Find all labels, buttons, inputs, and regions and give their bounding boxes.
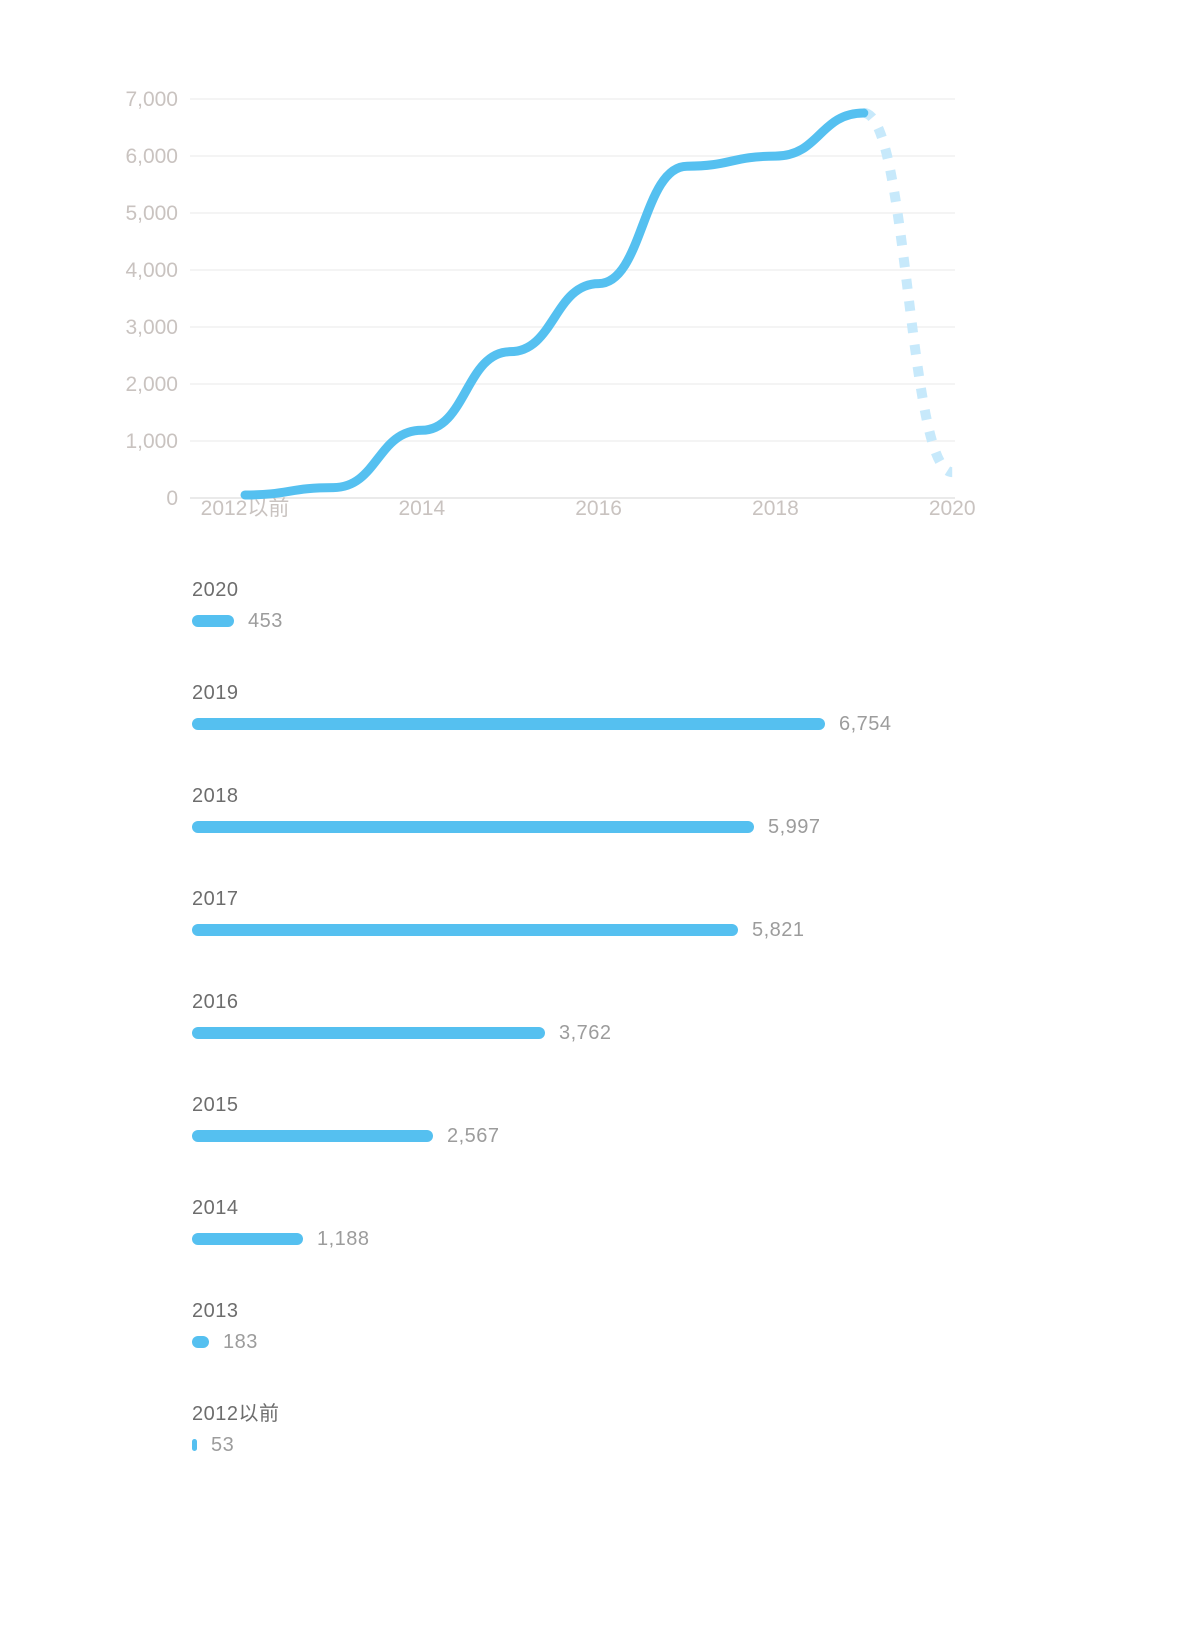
forecast-dashed-line bbox=[862, 108, 954, 478]
bar-line: 3,762 bbox=[192, 1021, 1092, 1044]
bar-line: 1,188 bbox=[192, 1227, 1092, 1250]
value-label: 5,821 bbox=[752, 918, 805, 941]
bar-row: 2012以前 53 bbox=[192, 1402, 1092, 1456]
value-bar bbox=[192, 718, 825, 730]
bar-row: 2017 5,821 bbox=[192, 887, 1092, 941]
value-bar bbox=[192, 615, 234, 627]
value-label: 1,188 bbox=[317, 1227, 370, 1250]
value-bar bbox=[192, 1027, 545, 1039]
bar-row: 2016 3,762 bbox=[192, 990, 1092, 1044]
y-axis-tick-label: 1,000 bbox=[125, 430, 178, 453]
year-label: 2014 bbox=[192, 1197, 239, 1219]
value-label: 53 bbox=[211, 1433, 235, 1456]
y-axis-tick-label: 2,000 bbox=[125, 373, 178, 396]
value-bar bbox=[192, 924, 738, 936]
bar-row: 2013 183 bbox=[192, 1299, 1092, 1353]
value-label: 183 bbox=[223, 1330, 258, 1353]
y-axis-tick-label: 7,000 bbox=[125, 88, 178, 111]
bar-line: 453 bbox=[192, 609, 1092, 632]
year-label: 2019 bbox=[192, 682, 239, 704]
bar-line: 5,821 bbox=[192, 918, 1092, 941]
bar-line: 5,997 bbox=[192, 815, 1092, 838]
x-axis-tick-label: 2020 bbox=[929, 497, 976, 520]
line-chart-svg: 7,000 6,000 5,000 4,000 3,000 2,000 1,000 0 2012… bbox=[125, 88, 976, 520]
y-axis-tick-label: 3,000 bbox=[125, 316, 178, 339]
value-bar bbox=[192, 1336, 209, 1348]
value-label: 6,754 bbox=[839, 712, 892, 735]
value-bar bbox=[192, 1439, 197, 1451]
y-axis-tick-label: 0 bbox=[166, 487, 178, 510]
bar-row: 2018 5,997 bbox=[192, 784, 1092, 838]
value-label: 453 bbox=[248, 609, 283, 632]
value-bar bbox=[192, 1233, 303, 1245]
year-label: 2016 bbox=[192, 991, 239, 1013]
year-label: 2012以前 bbox=[192, 1403, 280, 1425]
bar-list: 2020 453 2019 6,754 2018 5,997 2017 5,821 2016 3,… bbox=[192, 578, 1092, 1505]
bar-line: 183 bbox=[192, 1330, 1092, 1353]
x-axis-tick-label: 2014 bbox=[398, 497, 445, 520]
bar-line: 53 bbox=[192, 1433, 1092, 1456]
value-label: 3,762 bbox=[559, 1021, 612, 1044]
value-label: 2,567 bbox=[447, 1124, 500, 1147]
bar-line: 2,567 bbox=[192, 1124, 1092, 1147]
y-axis-tick-label: 4,000 bbox=[125, 259, 178, 282]
value-bar bbox=[192, 1130, 433, 1142]
y-axis-tick-label: 5,000 bbox=[125, 202, 178, 225]
x-axis-tick-label: 2016 bbox=[575, 497, 622, 520]
bar-row: 2015 2,567 bbox=[192, 1093, 1092, 1147]
year-label: 2018 bbox=[192, 785, 239, 807]
x-axis-tick-label: 2012以前 bbox=[201, 497, 290, 520]
year-label: 2015 bbox=[192, 1094, 239, 1116]
year-label: 2013 bbox=[192, 1300, 239, 1322]
x-axis-tick-label: 2018 bbox=[752, 497, 799, 520]
line-chart: 7,000 6,000 5,000 4,000 3,000 2,000 1,000 0 2012… bbox=[0, 0, 1200, 560]
value-label: 5,997 bbox=[768, 815, 821, 838]
bar-row: 2020 453 bbox=[192, 578, 1092, 632]
year-label: 2020 bbox=[192, 579, 239, 601]
year-label: 2017 bbox=[192, 888, 239, 910]
history-line bbox=[240, 108, 869, 500]
bar-line: 6,754 bbox=[192, 712, 1092, 735]
value-bar bbox=[192, 821, 754, 833]
y-axis-tick-label: 6,000 bbox=[125, 145, 178, 168]
bar-row: 2014 1,188 bbox=[192, 1196, 1092, 1250]
bar-row: 2019 6,754 bbox=[192, 681, 1092, 735]
